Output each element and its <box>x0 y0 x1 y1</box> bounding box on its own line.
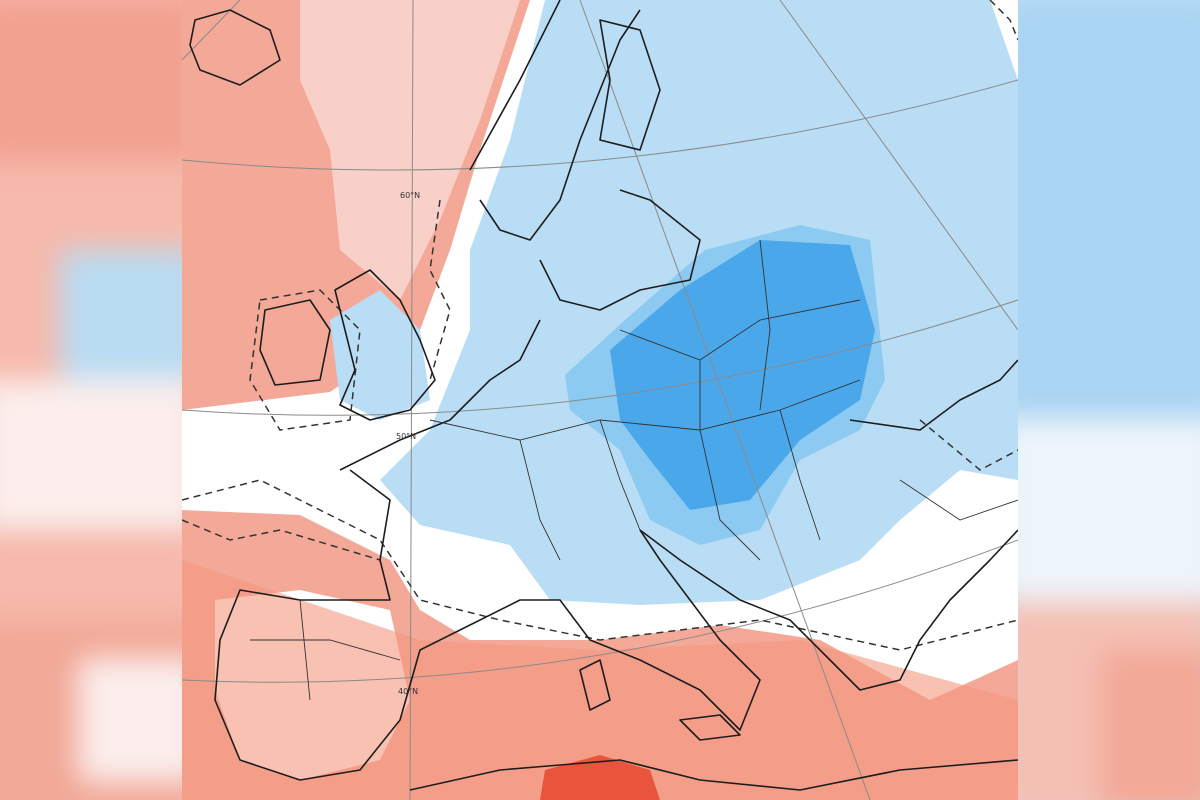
latitude-label: 50°N <box>396 432 416 441</box>
parallel <box>182 539 1018 683</box>
meridian <box>409 0 414 800</box>
coastline-africa <box>409 759 1018 791</box>
coastline-britain <box>334 269 436 421</box>
anomaly-cool-britain <box>330 290 430 420</box>
latitude-label: 60°N <box>400 191 420 200</box>
coastline-ireland <box>259 299 331 386</box>
country-borders <box>250 239 1018 701</box>
contour <box>919 419 1018 471</box>
left-blur <box>0 0 182 800</box>
contour <box>182 519 381 561</box>
parallel <box>182 79 1018 171</box>
coastline-balkans <box>639 529 1018 691</box>
contour <box>182 479 1018 651</box>
contour <box>989 0 1018 41</box>
meridian <box>579 0 871 800</box>
anomaly-strong-cool <box>610 240 875 510</box>
coastline-north-sea <box>339 319 541 471</box>
parallel <box>182 299 1018 416</box>
coastline-scandinavia <box>469 0 641 241</box>
contour <box>249 289 361 431</box>
coastline-baltic <box>539 189 701 311</box>
meridian <box>779 0 1018 331</box>
anomaly-light-warm <box>300 0 520 300</box>
anomaly-warm-south <box>182 560 1018 800</box>
map: 60°N 50°N 40°N <box>182 0 1018 800</box>
coastline-iceland <box>189 9 281 86</box>
coastline-black-sea <box>849 359 1018 431</box>
right-blur <box>1018 0 1200 800</box>
coastline-islands <box>579 659 741 741</box>
coastline-bothnia <box>599 19 661 151</box>
latitude-label: 40°N <box>398 687 418 696</box>
anomaly-hot <box>540 755 660 800</box>
